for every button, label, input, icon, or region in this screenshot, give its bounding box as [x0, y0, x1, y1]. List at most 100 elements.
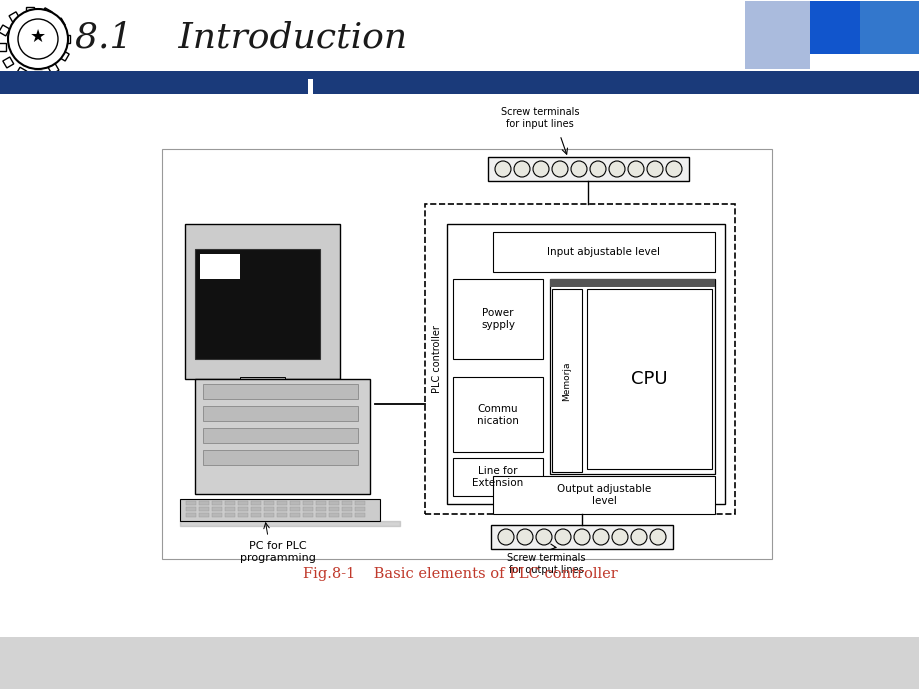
Text: Input abjustable level: Input abjustable level: [547, 247, 660, 257]
Bar: [186, 507, 196, 511]
Circle shape: [593, 529, 608, 545]
Bar: [225, 507, 234, 511]
Circle shape: [516, 529, 532, 545]
Bar: [493, 232, 714, 272]
Bar: [342, 513, 352, 517]
Bar: [9, 12, 20, 23]
Bar: [809, 1, 919, 69]
Bar: [289, 507, 300, 511]
Bar: [302, 513, 312, 517]
Bar: [199, 513, 209, 517]
Circle shape: [551, 161, 567, 177]
Bar: [203, 450, 357, 465]
Bar: [54, 18, 65, 29]
Bar: [186, 513, 196, 517]
Bar: [0, 637, 919, 689]
Bar: [289, 501, 300, 505]
Text: Output adjustable
level: Output adjustable level: [556, 484, 651, 506]
Bar: [199, 501, 209, 505]
Bar: [551, 289, 582, 472]
Text: PLC controller: PLC controller: [432, 325, 441, 393]
Bar: [809, 1, 859, 54]
Bar: [315, 507, 325, 511]
Bar: [211, 507, 221, 511]
Bar: [34, 71, 42, 79]
Circle shape: [497, 529, 514, 545]
Bar: [315, 501, 325, 505]
Bar: [62, 35, 70, 43]
Bar: [355, 513, 365, 517]
Bar: [180, 499, 380, 521]
Circle shape: [536, 529, 551, 545]
Bar: [550, 279, 714, 474]
Text: Line for
Extension: Line for Extension: [471, 466, 523, 488]
Bar: [251, 501, 261, 505]
Bar: [16, 68, 27, 78]
Bar: [238, 507, 248, 511]
Bar: [0, 43, 6, 51]
Bar: [355, 507, 365, 511]
Bar: [264, 507, 274, 511]
Bar: [0, 79, 310, 94]
Bar: [342, 507, 352, 511]
Bar: [550, 279, 714, 287]
Bar: [342, 501, 352, 505]
Bar: [859, 1, 919, 54]
Bar: [195, 379, 369, 494]
Circle shape: [554, 529, 571, 545]
Bar: [302, 507, 312, 511]
Bar: [452, 377, 542, 452]
Bar: [315, 513, 325, 517]
Bar: [225, 387, 300, 399]
Circle shape: [8, 9, 68, 69]
Bar: [211, 501, 221, 505]
Bar: [162, 149, 771, 559]
Bar: [277, 507, 287, 511]
Bar: [487, 157, 688, 181]
Bar: [0, 71, 919, 81]
Text: 8.1    Introduction: 8.1 Introduction: [75, 20, 407, 54]
Bar: [452, 458, 542, 496]
Circle shape: [646, 161, 663, 177]
Bar: [329, 501, 338, 505]
Bar: [3, 57, 14, 68]
Bar: [264, 501, 274, 505]
Circle shape: [573, 529, 589, 545]
Bar: [203, 384, 357, 399]
Bar: [0, 25, 10, 36]
Bar: [199, 254, 240, 279]
Circle shape: [494, 161, 510, 177]
Bar: [491, 525, 673, 549]
Bar: [203, 406, 357, 421]
Circle shape: [630, 529, 646, 545]
Bar: [425, 204, 734, 514]
Text: CPU: CPU: [630, 370, 666, 388]
Bar: [48, 63, 59, 74]
Text: Commu
nication: Commu nication: [477, 404, 518, 426]
Bar: [251, 513, 261, 517]
Bar: [240, 377, 285, 389]
Circle shape: [628, 161, 643, 177]
Bar: [493, 476, 714, 514]
Bar: [186, 501, 196, 505]
Bar: [251, 507, 261, 511]
Bar: [225, 513, 234, 517]
Bar: [238, 513, 248, 517]
Bar: [238, 501, 248, 505]
Bar: [355, 501, 365, 505]
Circle shape: [650, 529, 665, 545]
Bar: [199, 507, 209, 511]
Bar: [310, 79, 919, 94]
Bar: [58, 50, 69, 61]
Bar: [586, 289, 711, 469]
Bar: [225, 501, 234, 505]
Text: ★: ★: [30, 28, 46, 46]
Bar: [185, 224, 340, 379]
Bar: [452, 279, 542, 359]
Circle shape: [611, 529, 628, 545]
Bar: [41, 8, 52, 19]
Bar: [211, 513, 221, 517]
Bar: [289, 513, 300, 517]
Circle shape: [514, 161, 529, 177]
Bar: [26, 7, 34, 15]
